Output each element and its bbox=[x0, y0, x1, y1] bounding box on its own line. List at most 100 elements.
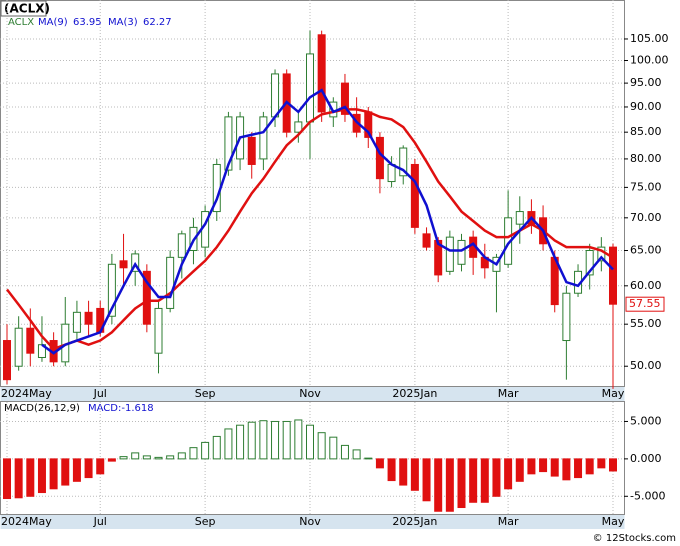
macd-bar bbox=[259, 420, 268, 460]
candle-body bbox=[294, 121, 303, 133]
macd-bar bbox=[72, 458, 81, 482]
macd-bar bbox=[515, 458, 524, 482]
footer: © 12Stocks.com bbox=[593, 533, 676, 544]
macd-bar bbox=[609, 458, 617, 472]
macd-bar bbox=[504, 458, 513, 490]
last-price-box bbox=[625, 296, 665, 312]
y-tick-label: 50.00 bbox=[630, 359, 662, 372]
y-tick-label: 80.00 bbox=[630, 152, 662, 165]
candle-body bbox=[177, 233, 186, 258]
macd-bar bbox=[14, 458, 23, 499]
macd-bar bbox=[26, 458, 35, 497]
macd-bar bbox=[271, 420, 280, 460]
candle-body bbox=[340, 82, 349, 115]
candle-body bbox=[166, 256, 175, 309]
candle-body bbox=[399, 147, 408, 177]
y-tick-label: 60.00 bbox=[630, 279, 662, 292]
y-tick-label: -5.000 bbox=[630, 489, 665, 502]
macd-bar bbox=[247, 421, 256, 460]
legend-entry: MA(9) bbox=[38, 17, 68, 28]
macd-bar bbox=[539, 458, 548, 473]
x-tick-label: 2025Jan bbox=[392, 515, 437, 528]
x-tick-label: Sep bbox=[195, 387, 216, 400]
macd-bar bbox=[457, 458, 466, 509]
candle-body bbox=[410, 163, 419, 228]
last-price-label: 57.55 bbox=[629, 297, 661, 310]
macd-bar bbox=[201, 441, 210, 460]
macd-bar bbox=[410, 458, 419, 491]
candle-body bbox=[422, 233, 431, 248]
macd-bar bbox=[282, 420, 291, 460]
macd-title: MACD(26,12,9) bbox=[4, 403, 80, 414]
macd-bar bbox=[550, 458, 559, 477]
macd-bar bbox=[119, 456, 128, 460]
macd-bar bbox=[340, 444, 349, 460]
candle-body bbox=[259, 116, 268, 160]
y-tick-label: 5.000 bbox=[630, 414, 662, 427]
macd-bar bbox=[166, 455, 175, 460]
candle-body bbox=[119, 260, 128, 269]
macd-bar bbox=[574, 458, 583, 479]
x-tick-label: 2024May bbox=[1, 515, 52, 528]
candle-body bbox=[14, 327, 23, 367]
candle-body bbox=[375, 136, 384, 180]
macd-bar bbox=[492, 458, 501, 497]
x-tick-label: Mar bbox=[498, 387, 519, 400]
macd-bar bbox=[387, 458, 396, 482]
candle-body bbox=[224, 116, 233, 171]
legend-symbol: ACLX bbox=[8, 17, 34, 28]
macd-bar bbox=[480, 458, 489, 503]
x-tick-label: May bbox=[602, 387, 625, 400]
x-tick-label: Nov bbox=[299, 387, 321, 400]
candle-body bbox=[515, 211, 524, 225]
y-tick-label: 90.00 bbox=[630, 100, 662, 113]
candle-body bbox=[26, 327, 35, 354]
macd-bar bbox=[236, 424, 245, 460]
candle-body bbox=[154, 307, 163, 354]
x-tick-label: May bbox=[602, 515, 625, 528]
macd-bar bbox=[96, 458, 105, 475]
macd-bar bbox=[294, 419, 303, 460]
macd-bar bbox=[364, 457, 373, 460]
y-tick-label: 75.00 bbox=[630, 180, 662, 193]
macd-bar bbox=[317, 432, 326, 460]
x-tick-label: 2025Jan bbox=[392, 387, 437, 400]
candle-body bbox=[3, 340, 11, 381]
ma-line bbox=[41, 88, 614, 355]
legend-entry: MA(3) bbox=[108, 17, 138, 28]
legend-value: 62.27 bbox=[143, 17, 172, 28]
macd-bar bbox=[37, 458, 46, 494]
x-tick-label: 2024May bbox=[1, 387, 52, 400]
macd-bar bbox=[142, 455, 151, 460]
y-tick-label: 55.00 bbox=[630, 317, 662, 330]
macd-bar bbox=[154, 456, 163, 460]
x-tick-label: Jul bbox=[93, 387, 107, 400]
candle-body bbox=[585, 250, 594, 276]
macd-bar bbox=[49, 458, 58, 490]
macd-bar bbox=[224, 428, 233, 460]
macd-value: MACD:-1.618 bbox=[88, 403, 154, 414]
y-tick-label: 105.00 bbox=[630, 32, 669, 45]
candle-body bbox=[445, 236, 454, 272]
candle-body bbox=[142, 270, 151, 325]
macd-bar bbox=[562, 458, 571, 481]
candle-body bbox=[84, 311, 93, 325]
x-axis-band bbox=[0, 387, 625, 401]
candle-body bbox=[247, 136, 256, 165]
x-tick-label: Jul bbox=[93, 515, 107, 528]
macd-bar bbox=[177, 452, 186, 460]
chart-title: (ACLX) bbox=[4, 2, 50, 16]
y-tick-label: 70.00 bbox=[630, 211, 662, 224]
macd-bar bbox=[434, 458, 443, 512]
macd-bar bbox=[189, 447, 198, 460]
candle-body bbox=[306, 53, 314, 123]
x-axis-band bbox=[0, 515, 625, 529]
candle-body bbox=[271, 73, 280, 118]
candle-body bbox=[457, 239, 466, 265]
candle-body bbox=[107, 263, 116, 317]
macd-bar bbox=[469, 458, 478, 503]
title-box bbox=[0, 0, 47, 17]
macd-bar bbox=[445, 458, 454, 512]
macd-bar bbox=[399, 458, 408, 486]
